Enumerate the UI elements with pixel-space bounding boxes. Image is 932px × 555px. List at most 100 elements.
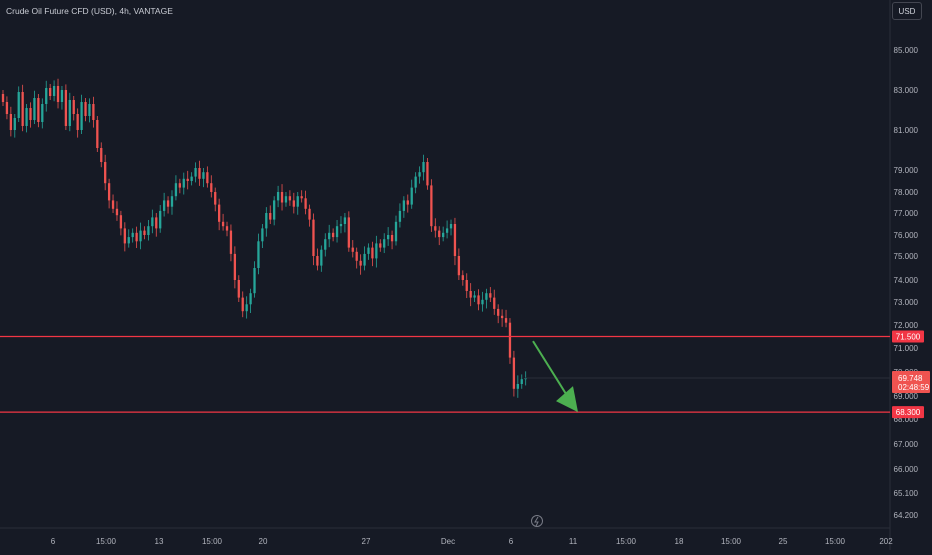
candle-body (375, 243, 378, 259)
candle-body (284, 196, 288, 203)
candle-body (453, 224, 457, 256)
candle-body (202, 172, 205, 179)
candle-body (363, 253, 366, 266)
candle-body (92, 104, 95, 120)
candle-body (261, 228, 264, 242)
candle-body (104, 162, 107, 184)
candle-body (410, 187, 413, 205)
candle-body (512, 357, 516, 389)
level-price-tag (892, 330, 924, 343)
candle-body (379, 243, 382, 248)
candle-body (178, 183, 181, 188)
candle-body (174, 183, 178, 197)
candle-body (394, 221, 398, 242)
candle-body (143, 230, 146, 235)
candle-body (288, 196, 292, 201)
candle-body (355, 251, 358, 261)
time-tick-label: 6 (509, 537, 514, 546)
candle-body (206, 172, 209, 184)
time-tick-label: 15:00 (202, 537, 223, 546)
candle-body (265, 213, 268, 229)
candle-body (96, 120, 99, 148)
time-tick-label: 15:00 (721, 537, 742, 546)
candle-body (84, 102, 87, 116)
candle-body (151, 217, 154, 227)
candle-body (41, 104, 44, 122)
candle-body (312, 219, 315, 256)
candle-body (5, 102, 9, 114)
candle-body (343, 217, 347, 224)
candle-body (52, 86, 56, 96)
candle-body (485, 293, 488, 300)
candle-body (418, 172, 421, 177)
candle-body (300, 196, 303, 199)
candle-body (280, 192, 284, 203)
chart-title: Crude Oil Future CFD (USD), 4h, VANTAGE (6, 6, 173, 16)
candle-body (339, 224, 343, 227)
candle-body (49, 88, 52, 96)
level-price-label: 68.300 (896, 408, 921, 417)
candle-body (60, 90, 64, 102)
candle-body (21, 92, 24, 126)
candle-body (68, 100, 71, 126)
candle-body (426, 162, 429, 186)
candle-body (245, 304, 248, 312)
time-tick-label: 6 (51, 537, 56, 546)
candle-body (269, 213, 272, 220)
candle-body (166, 200, 170, 207)
candle-body (520, 379, 523, 384)
candle-body (221, 221, 225, 227)
candle-body (414, 176, 417, 188)
candle-body (159, 210, 162, 229)
candle-body (115, 208, 119, 216)
candle-body (367, 247, 370, 254)
price-tick-label: 72.000 (894, 321, 919, 330)
candle-body (162, 200, 166, 211)
candle-body (304, 198, 307, 209)
price-tick-label: 68.000 (894, 415, 919, 424)
price-tick-label: 71.000 (894, 344, 919, 353)
candle-body (335, 226, 339, 238)
candle-body (229, 230, 233, 254)
candle-body (170, 196, 174, 207)
candle-body (25, 108, 28, 126)
level-price-label: 71.500 (896, 333, 921, 342)
candle-body (386, 235, 390, 240)
price-tick-label: 83.000 (894, 86, 919, 95)
price-tick-label: 65.100 (894, 489, 919, 498)
candle-body (434, 226, 437, 231)
time-tick-label: 15:00 (616, 537, 637, 546)
candle-body (194, 168, 197, 177)
candle-body (233, 253, 237, 280)
candle-body (497, 308, 500, 316)
candle-body (100, 148, 103, 162)
candle-body (111, 200, 115, 209)
candle-body (155, 217, 158, 229)
candle-body (237, 280, 240, 298)
price-tick-label: 76.000 (894, 231, 919, 240)
candle-body (473, 295, 476, 298)
candle-body (64, 90, 68, 126)
candle-body (351, 247, 354, 252)
level-price-tag (892, 406, 924, 419)
candle-body (135, 232, 138, 242)
candle-body (308, 208, 311, 220)
currency-button[interactable]: USD (892, 2, 922, 20)
candle-body (328, 232, 331, 240)
time-tick-label: 25 (779, 537, 788, 546)
candle-body (398, 210, 402, 222)
candle-body (241, 297, 244, 312)
price-tick-label: 85.000 (894, 46, 919, 55)
candle-body (493, 297, 496, 309)
candle-body (371, 247, 374, 259)
candle-body (402, 200, 406, 211)
candle-body (13, 118, 16, 130)
candle-body (107, 183, 111, 201)
candle-body (33, 98, 36, 120)
candle-body (438, 230, 441, 238)
price-tick-label: 81.000 (894, 126, 919, 135)
candle-body (465, 280, 468, 291)
candle-body (524, 378, 527, 380)
